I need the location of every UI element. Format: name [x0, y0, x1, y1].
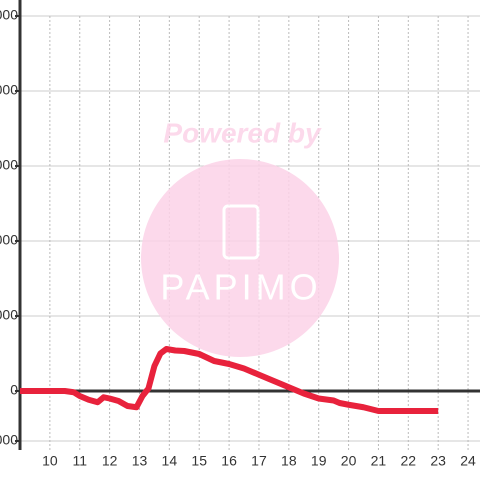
x-tick-label: 13 — [132, 453, 148, 469]
x-tick-label: 12 — [102, 453, 118, 469]
watermark: Powered by PAPIMO — [141, 117, 339, 357]
x-tick-label: 20 — [341, 453, 357, 469]
x-tick-label: 23 — [430, 453, 446, 469]
watermark-text: Powered by — [163, 117, 322, 148]
y-tick-label: 120,000 — [0, 82, 18, 98]
x-tick-label: 24 — [460, 453, 476, 469]
x-tick-label: 19 — [311, 453, 327, 469]
x-tick-label: 22 — [401, 453, 417, 469]
x-tick-label: 21 — [371, 453, 387, 469]
x-tick-label: 17 — [251, 453, 267, 469]
y-tick-label: -20,000 — [0, 432, 18, 448]
y-tick-label: 150,000 — [0, 7, 18, 23]
y-tick-label: 60,000 — [0, 232, 18, 248]
data-line — [20, 346, 439, 414]
x-tick-label: 15 — [191, 453, 207, 469]
x-tick-label: 10 — [42, 453, 58, 469]
y-tick-label: 30,000 — [0, 307, 18, 323]
x-tick-label: 18 — [281, 453, 297, 469]
x-tick-label: 11 — [72, 453, 87, 469]
y-tick-label: 90,000 — [0, 157, 18, 173]
y-tick-label: 0 — [10, 382, 18, 398]
watermark-logo: PAPIMO — [160, 267, 321, 308]
watermark-phone — [222, 204, 260, 260]
x-tick-label: 16 — [221, 453, 237, 469]
x-tick-label: 14 — [162, 453, 178, 469]
